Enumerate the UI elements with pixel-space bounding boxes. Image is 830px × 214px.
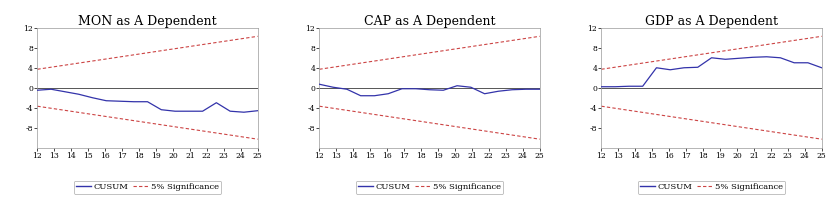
Title: CAP as A Dependent: CAP as A Dependent <box>364 15 496 28</box>
Legend: CUSUM, 5% Significance: CUSUM, 5% Significance <box>355 181 504 194</box>
Legend: CUSUM, 5% Significance: CUSUM, 5% Significance <box>637 181 785 194</box>
Title: MON as A Dependent: MON as A Dependent <box>78 15 217 28</box>
Legend: CUSUM, 5% Significance: CUSUM, 5% Significance <box>74 181 222 194</box>
Title: GDP as A Dependent: GDP as A Dependent <box>645 15 778 28</box>
